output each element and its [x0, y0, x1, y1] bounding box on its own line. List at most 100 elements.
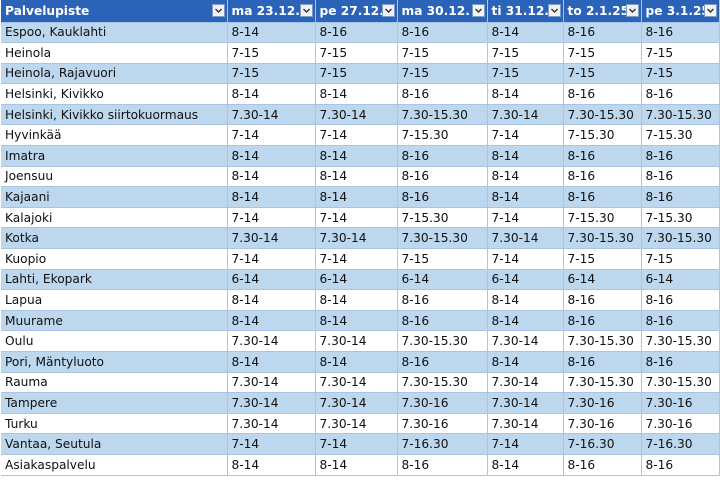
location-cell[interactable]: Tampere	[1, 392, 228, 414]
hours-cell[interactable]: 8-14	[315, 351, 398, 373]
hours-cell[interactable]: 7-14	[315, 124, 398, 147]
hours-cell[interactable]: 7-14	[315, 433, 398, 455]
hours-cell[interactable]: 7-15	[641, 248, 720, 270]
hours-cell[interactable]: 7.30-15.30	[397, 372, 488, 394]
hours-cell[interactable]: 6-14	[487, 269, 564, 291]
filter-dropdown-button[interactable]	[381, 4, 395, 17]
hours-cell[interactable]: 7.30-15.30	[397, 330, 488, 352]
hours-cell[interactable]: 8-14	[227, 454, 316, 476]
hours-cell[interactable]: 8-14	[487, 166, 564, 188]
location-cell[interactable]: Espoo, Kauklahti	[1, 22, 228, 44]
hours-cell[interactable]: 8-14	[487, 22, 564, 44]
hours-cell[interactable]: 7-15.30	[563, 124, 642, 147]
location-cell[interactable]: Heinola, Rajavuori	[1, 63, 228, 85]
hours-cell[interactable]: 8-14	[315, 454, 398, 476]
hours-cell[interactable]: 7.30-14	[315, 413, 398, 435]
hours-cell[interactable]: 6-14	[227, 269, 316, 291]
location-cell[interactable]: Oulu	[1, 330, 228, 352]
hours-cell[interactable]: 8-16	[641, 310, 720, 332]
hours-cell[interactable]: 8-14	[487, 186, 564, 208]
hours-cell[interactable]: 8-16	[397, 83, 488, 105]
location-cell[interactable]: Vantaa, Seutula	[1, 433, 228, 455]
hours-cell[interactable]: 7-15	[641, 42, 720, 64]
hours-cell[interactable]: 7.30-16	[563, 413, 642, 435]
hours-cell[interactable]: 7.30-14	[315, 104, 398, 126]
hours-cell[interactable]: 7-14	[227, 207, 316, 229]
hours-cell[interactable]: 7-15	[487, 63, 564, 85]
location-cell[interactable]: Kotka	[1, 227, 228, 250]
hours-cell[interactable]: 7.30-14	[487, 413, 564, 435]
hours-cell[interactable]: 8-16	[397, 186, 488, 208]
location-cell[interactable]: Helsinki, Kivikko siirtokuormaus	[1, 104, 228, 126]
hours-cell[interactable]: 8-14	[227, 166, 316, 188]
hours-cell[interactable]: 7-14	[315, 248, 398, 270]
hours-cell[interactable]: 7.30-14	[315, 330, 398, 352]
hours-cell[interactable]: 7.30-15.30	[641, 372, 720, 394]
location-cell[interactable]: Heinola	[1, 42, 228, 64]
location-cell[interactable]: Rauma	[1, 372, 228, 394]
filter-dropdown-button[interactable]	[703, 4, 717, 17]
hours-cell[interactable]: 7-15	[315, 42, 398, 64]
filter-dropdown-button[interactable]	[625, 4, 639, 17]
hours-cell[interactable]: 7-15	[563, 248, 642, 270]
hours-cell[interactable]: 7-15	[397, 42, 488, 64]
hours-cell[interactable]: 8-14	[487, 351, 564, 373]
hours-cell[interactable]: 8-16	[563, 83, 642, 105]
filter-dropdown-button[interactable]	[547, 4, 561, 17]
hours-cell[interactable]: 7-16.30	[563, 433, 642, 455]
hours-cell[interactable]: 8-16	[397, 310, 488, 332]
hours-cell[interactable]: 7.30-14	[487, 330, 564, 352]
hours-cell[interactable]: 7.30-15.30	[563, 104, 642, 126]
hours-cell[interactable]: 7-16.30	[397, 433, 488, 455]
hours-cell[interactable]: 8-14	[227, 289, 316, 311]
hours-cell[interactable]: 7-15.30	[397, 207, 488, 229]
hours-cell[interactable]: 8-14	[315, 289, 398, 311]
hours-cell[interactable]: 8-16	[397, 145, 488, 167]
hours-cell[interactable]: 7-15.30	[641, 207, 720, 229]
hours-cell[interactable]: 7.30-15.30	[641, 330, 720, 352]
hours-cell[interactable]: 8-16	[397, 289, 488, 311]
hours-cell[interactable]: 7.30-14	[227, 227, 316, 250]
hours-cell[interactable]: 8-14	[227, 145, 316, 167]
location-cell[interactable]: Pori, Mäntyluoto	[1, 351, 228, 373]
hours-cell[interactable]: 7-15	[227, 63, 316, 85]
hours-cell[interactable]: 7-15	[397, 63, 488, 85]
hours-cell[interactable]: 8-16	[397, 22, 488, 44]
hours-cell[interactable]: 7-14	[487, 207, 564, 229]
hours-cell[interactable]: 7.30-14	[227, 413, 316, 435]
location-cell[interactable]: Turku	[1, 413, 228, 435]
hours-cell[interactable]: 8-16	[563, 166, 642, 188]
hours-cell[interactable]: 7.30-14	[315, 372, 398, 394]
hours-cell[interactable]: 8-16	[563, 454, 642, 476]
hours-cell[interactable]: 6-14	[397, 269, 488, 291]
hours-cell[interactable]: 7-15	[397, 248, 488, 270]
hours-cell[interactable]: 8-16	[563, 145, 642, 167]
hours-cell[interactable]: 8-16	[641, 289, 720, 311]
hours-cell[interactable]: 8-14	[487, 310, 564, 332]
hours-cell[interactable]: 7.30-16	[563, 392, 642, 414]
hours-cell[interactable]: 8-16	[397, 454, 488, 476]
filter-dropdown-button[interactable]	[471, 4, 485, 17]
hours-cell[interactable]: 7-15.30	[563, 207, 642, 229]
hours-cell[interactable]: 7.30-14	[315, 227, 398, 250]
hours-cell[interactable]: 8-14	[227, 351, 316, 373]
hours-cell[interactable]: 7.30-14	[227, 330, 316, 352]
hours-cell[interactable]: 7.30-14	[487, 227, 564, 250]
hours-cell[interactable]: 7.30-14	[315, 392, 398, 414]
hours-cell[interactable]: 8-14	[315, 166, 398, 188]
location-cell[interactable]: Asiakaspalvelu	[1, 454, 228, 476]
hours-cell[interactable]: 8-16	[641, 145, 720, 167]
hours-cell[interactable]: 7-15	[487, 42, 564, 64]
hours-cell[interactable]: 7-15	[563, 63, 642, 85]
hours-cell[interactable]: 8-14	[315, 145, 398, 167]
hours-cell[interactable]: 6-14	[315, 269, 398, 291]
location-cell[interactable]: Hyvinkää	[1, 124, 228, 147]
hours-cell[interactable]: 8-16	[563, 289, 642, 311]
hours-cell[interactable]: 7.30-16	[641, 413, 720, 435]
hours-cell[interactable]: 8-14	[487, 289, 564, 311]
hours-cell[interactable]: 7-14	[487, 124, 564, 147]
hours-cell[interactable]: 8-14	[487, 145, 564, 167]
hours-cell[interactable]: 8-14	[227, 186, 316, 208]
hours-cell[interactable]: 7.30-15.30	[397, 227, 488, 250]
hours-cell[interactable]: 8-14	[227, 310, 316, 332]
